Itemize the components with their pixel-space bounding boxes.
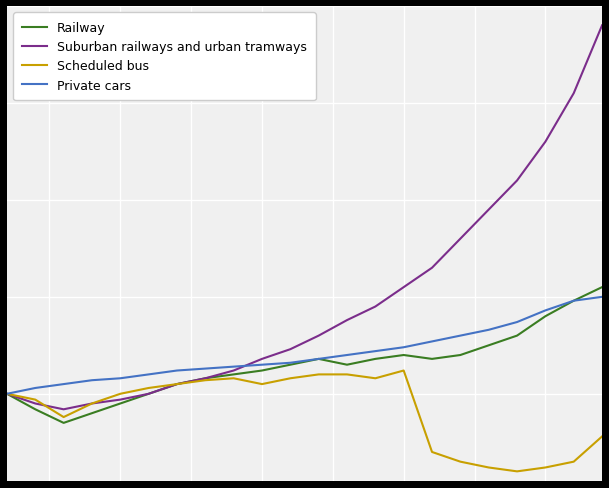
Private cars bbox=[60, 382, 67, 387]
Suburban railways and urban tramways bbox=[202, 376, 209, 382]
Private cars bbox=[174, 368, 181, 374]
Railway bbox=[32, 407, 39, 412]
Suburban railways and urban tramways bbox=[513, 178, 521, 184]
Scheduled bus bbox=[513, 468, 521, 474]
Suburban railways and urban tramways bbox=[343, 318, 351, 324]
Scheduled bus bbox=[174, 382, 181, 387]
Scheduled bus bbox=[570, 459, 577, 465]
Private cars bbox=[400, 345, 407, 350]
Private cars bbox=[570, 298, 577, 304]
Suburban railways and urban tramways bbox=[88, 401, 96, 407]
Private cars bbox=[343, 352, 351, 358]
Railway bbox=[599, 285, 606, 290]
Suburban railways and urban tramways bbox=[32, 401, 39, 407]
Line: Suburban railways and urban tramways: Suburban railways and urban tramways bbox=[7, 26, 602, 409]
Suburban railways and urban tramways bbox=[371, 304, 379, 310]
Suburban railways and urban tramways bbox=[230, 368, 238, 374]
Scheduled bus bbox=[202, 378, 209, 384]
Legend: Railway, Suburban railways and urban tramways, Scheduled bus, Private cars: Railway, Suburban railways and urban tra… bbox=[13, 13, 315, 101]
Private cars bbox=[315, 356, 322, 362]
Suburban railways and urban tramways bbox=[258, 356, 266, 362]
Scheduled bus bbox=[32, 397, 39, 403]
Private cars bbox=[32, 385, 39, 391]
Scheduled bus bbox=[457, 459, 464, 465]
Suburban railways and urban tramways bbox=[60, 407, 67, 412]
Railway bbox=[371, 356, 379, 362]
Suburban railways and urban tramways bbox=[315, 333, 322, 339]
Railway bbox=[457, 352, 464, 358]
Suburban railways and urban tramways bbox=[3, 391, 10, 397]
Railway bbox=[117, 401, 124, 407]
Suburban railways and urban tramways bbox=[457, 236, 464, 242]
Suburban railways and urban tramways bbox=[287, 346, 294, 352]
Suburban railways and urban tramways bbox=[174, 382, 181, 387]
Suburban railways and urban tramways bbox=[570, 91, 577, 97]
Scheduled bus bbox=[315, 372, 322, 378]
Private cars bbox=[287, 360, 294, 366]
Suburban railways and urban tramways bbox=[428, 265, 435, 271]
Private cars bbox=[88, 378, 96, 384]
Suburban railways and urban tramways bbox=[542, 140, 549, 145]
Scheduled bus bbox=[428, 449, 435, 455]
Private cars bbox=[202, 366, 209, 372]
Private cars bbox=[145, 372, 152, 378]
Private cars bbox=[3, 391, 10, 397]
Suburban railways and urban tramways bbox=[400, 285, 407, 290]
Railway bbox=[230, 372, 238, 378]
Railway bbox=[3, 391, 10, 397]
Railway bbox=[570, 298, 577, 304]
Scheduled bus bbox=[145, 385, 152, 391]
Scheduled bus bbox=[400, 368, 407, 374]
Railway bbox=[202, 376, 209, 382]
Scheduled bus bbox=[287, 376, 294, 382]
Scheduled bus bbox=[485, 465, 492, 470]
Railway bbox=[287, 362, 294, 368]
Private cars bbox=[457, 333, 464, 339]
Scheduled bus bbox=[343, 372, 351, 378]
Railway bbox=[485, 343, 492, 348]
Private cars bbox=[513, 320, 521, 325]
Suburban railways and urban tramways bbox=[117, 397, 124, 403]
Line: Railway: Railway bbox=[7, 287, 602, 423]
Line: Scheduled bus: Scheduled bus bbox=[7, 371, 602, 471]
Scheduled bus bbox=[117, 391, 124, 397]
Railway bbox=[258, 368, 266, 374]
Railway bbox=[315, 356, 322, 362]
Railway bbox=[88, 410, 96, 416]
Railway bbox=[174, 382, 181, 387]
Railway bbox=[60, 420, 67, 426]
Private cars bbox=[542, 308, 549, 314]
Line: Private cars: Private cars bbox=[7, 297, 602, 394]
Scheduled bus bbox=[258, 382, 266, 387]
Private cars bbox=[485, 327, 492, 333]
Suburban railways and urban tramways bbox=[485, 207, 492, 213]
Private cars bbox=[428, 339, 435, 345]
Private cars bbox=[230, 364, 238, 370]
Scheduled bus bbox=[230, 376, 238, 382]
Scheduled bus bbox=[3, 391, 10, 397]
Suburban railways and urban tramways bbox=[599, 23, 606, 29]
Railway bbox=[400, 352, 407, 358]
Private cars bbox=[117, 376, 124, 382]
Scheduled bus bbox=[542, 465, 549, 470]
Private cars bbox=[371, 348, 379, 354]
Railway bbox=[343, 362, 351, 368]
Scheduled bus bbox=[371, 376, 379, 382]
Suburban railways and urban tramways bbox=[145, 391, 152, 397]
Scheduled bus bbox=[88, 401, 96, 407]
Scheduled bus bbox=[60, 414, 67, 420]
Railway bbox=[513, 333, 521, 339]
Private cars bbox=[258, 362, 266, 368]
Private cars bbox=[599, 294, 606, 300]
Scheduled bus bbox=[599, 434, 606, 440]
Railway bbox=[145, 391, 152, 397]
Railway bbox=[542, 314, 549, 320]
Railway bbox=[428, 356, 435, 362]
